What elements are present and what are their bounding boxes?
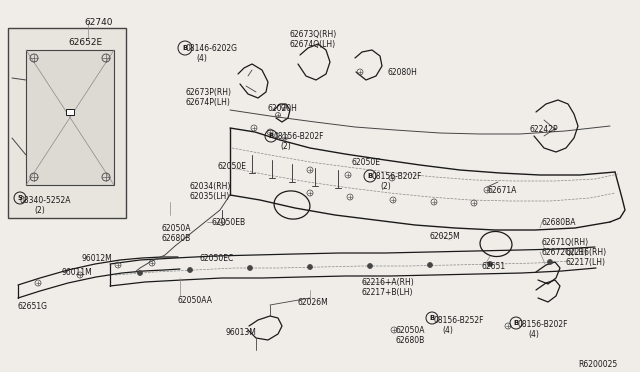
Text: (4): (4) — [528, 330, 539, 339]
Bar — [26, 50, 114, 185]
Text: 62674P(LH): 62674P(LH) — [185, 98, 230, 107]
Circle shape — [367, 263, 372, 269]
Text: 62680B: 62680B — [396, 336, 425, 345]
Text: 62216(RH): 62216(RH) — [566, 248, 607, 257]
Text: 62651: 62651 — [482, 262, 506, 271]
Text: B: B — [182, 45, 188, 51]
Text: 08156-B202F: 08156-B202F — [518, 320, 568, 329]
Text: 62217+B(LH): 62217+B(LH) — [362, 288, 413, 297]
Text: 62050EC: 62050EC — [200, 254, 234, 263]
Text: 62671Q(RH): 62671Q(RH) — [542, 238, 589, 247]
Text: 62034(RH): 62034(RH) — [190, 182, 232, 191]
Circle shape — [547, 260, 552, 264]
Text: B: B — [268, 133, 274, 139]
Text: B: B — [429, 315, 435, 321]
Text: (4): (4) — [442, 326, 453, 335]
Text: 08340-5252A: 08340-5252A — [20, 196, 72, 205]
Text: (2): (2) — [380, 182, 391, 191]
Text: (2): (2) — [34, 206, 45, 215]
Text: 62026M: 62026M — [298, 298, 329, 307]
Text: 62651G: 62651G — [18, 302, 48, 311]
Text: 62242P: 62242P — [530, 125, 559, 134]
Text: (4): (4) — [196, 54, 207, 63]
Text: 62217(LH): 62217(LH) — [566, 258, 606, 267]
Circle shape — [428, 263, 433, 267]
Text: B: B — [367, 173, 372, 179]
Text: 62671A: 62671A — [488, 186, 517, 195]
Text: 62674Q(LH): 62674Q(LH) — [290, 40, 336, 49]
Text: 62050AA: 62050AA — [178, 296, 213, 305]
Text: 96013M: 96013M — [225, 328, 256, 337]
Text: 62216+A(RH): 62216+A(RH) — [362, 278, 415, 287]
Text: 62050E: 62050E — [218, 162, 247, 171]
Text: 62673Q(RH): 62673Q(RH) — [290, 30, 337, 39]
Text: 62680B: 62680B — [162, 234, 191, 243]
Text: 62025M: 62025M — [430, 232, 461, 241]
Circle shape — [138, 270, 143, 276]
Bar — [66, 109, 74, 115]
Text: 62652E: 62652E — [68, 38, 102, 47]
Text: 62672Q(LH): 62672Q(LH) — [542, 248, 588, 257]
Text: 62080H: 62080H — [388, 68, 418, 77]
Text: 62050EB: 62050EB — [212, 218, 246, 227]
Text: (2): (2) — [280, 142, 291, 151]
Text: R6200025: R6200025 — [578, 360, 617, 369]
Text: 62673P(RH): 62673P(RH) — [185, 88, 231, 97]
Text: 96012M: 96012M — [82, 254, 113, 263]
Text: 62680BA: 62680BA — [542, 218, 577, 227]
Bar — [8, 28, 126, 218]
Text: 62020H: 62020H — [268, 104, 298, 113]
Circle shape — [188, 267, 193, 273]
Text: 96011M: 96011M — [62, 268, 93, 277]
Text: 08146-6202G: 08146-6202G — [185, 44, 237, 53]
Text: 62740: 62740 — [84, 18, 113, 27]
Text: 08156-B202F: 08156-B202F — [274, 132, 324, 141]
Text: 62050A: 62050A — [396, 326, 426, 335]
Circle shape — [307, 264, 312, 269]
Text: 62050A: 62050A — [162, 224, 191, 233]
Text: 62050E: 62050E — [352, 158, 381, 167]
Text: 62035(LH): 62035(LH) — [190, 192, 230, 201]
Text: 08156-B202F: 08156-B202F — [372, 172, 422, 181]
Text: S: S — [17, 195, 22, 201]
Circle shape — [488, 262, 493, 266]
Circle shape — [248, 266, 253, 270]
Text: B: B — [513, 320, 518, 326]
Text: 08156-B252F: 08156-B252F — [434, 316, 484, 325]
